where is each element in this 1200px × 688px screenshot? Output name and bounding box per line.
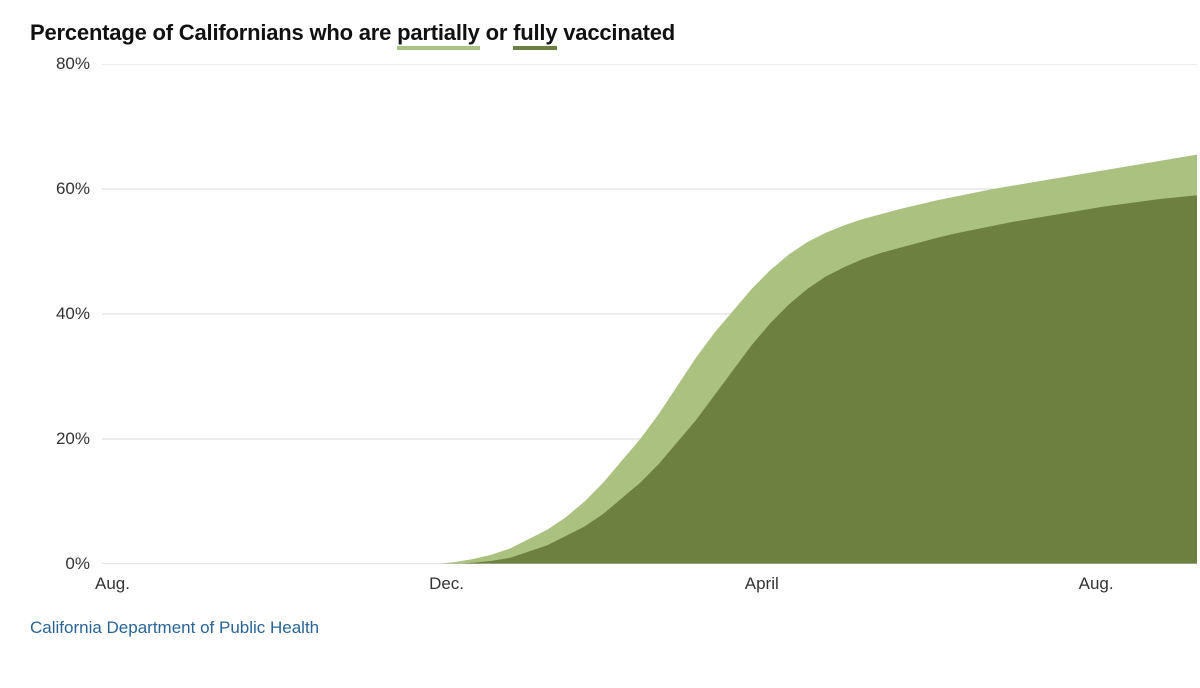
- title-text-prefix: Percentage of Californians who are: [30, 20, 397, 45]
- y-tick-label: 40%: [30, 304, 90, 324]
- area-fully: [102, 195, 1197, 564]
- y-tick-label: 0%: [30, 554, 90, 574]
- x-tick-label: Aug.: [1079, 574, 1114, 594]
- chart-container: Percentage of Californians who are parti…: [0, 0, 1200, 688]
- title-text-sep: or: [480, 20, 513, 45]
- y-tick-label: 60%: [30, 179, 90, 199]
- area-chart-svg: [30, 64, 1197, 564]
- chart-title: Percentage of Californians who are parti…: [30, 20, 1170, 46]
- x-tick-label: Aug.: [95, 574, 130, 594]
- title-text-suffix: vaccinated: [557, 20, 675, 45]
- legend-key-fully: fully: [513, 20, 557, 50]
- chart-plot-area: 0%20%40%60%80% Aug.Dec.AprilAug.: [30, 64, 1170, 564]
- x-tick-label: Dec.: [429, 574, 464, 594]
- x-tick-label: April: [745, 574, 779, 594]
- y-tick-label: 20%: [30, 429, 90, 449]
- y-tick-label: 80%: [30, 54, 90, 74]
- legend-key-partially: partially: [397, 20, 480, 50]
- chart-source: California Department of Public Health: [30, 618, 319, 638]
